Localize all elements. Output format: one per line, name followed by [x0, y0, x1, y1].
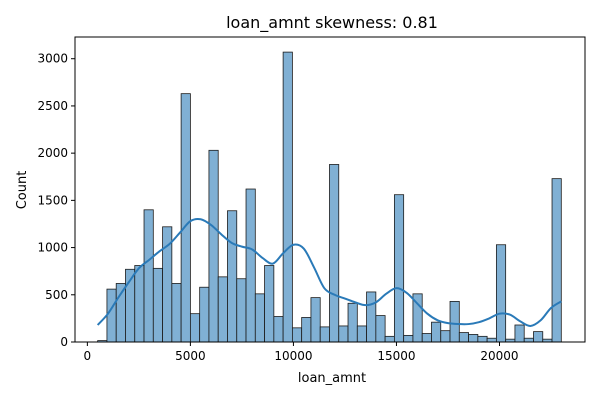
histogram-bar: [301, 317, 312, 343]
histogram-bar: [236, 278, 247, 343]
histogram-bar: [217, 276, 228, 343]
histogram-bar: [273, 316, 284, 343]
histogram-bar: [254, 293, 265, 343]
x-tick-label: 10000: [274, 349, 312, 363]
histogram-bar: [310, 297, 321, 343]
histogram-bar: [152, 267, 163, 343]
histogram-bar: [282, 51, 293, 343]
histogram-bar: [338, 325, 349, 343]
histogram-bar: [319, 326, 330, 343]
histogram-bar: [180, 93, 191, 343]
y-tick-label: 0: [60, 335, 68, 349]
y-tick-label: 1000: [37, 241, 68, 255]
histogram-bar: [440, 330, 451, 343]
x-tick-label: 20000: [480, 349, 518, 363]
histogram-bar: [421, 333, 432, 343]
histogram-bar: [431, 321, 442, 343]
histogram-bar: [514, 324, 525, 343]
histogram-bar: [533, 331, 544, 343]
histogram-bar: [227, 210, 238, 343]
kde-layer: [96, 217, 562, 327]
histogram-bar: [245, 188, 256, 343]
histogram-bar: [208, 149, 219, 343]
histogram-bar: [347, 302, 358, 343]
histogram-bar: [264, 265, 275, 343]
kde-line: [96, 217, 562, 327]
histogram-bar: [551, 178, 562, 343]
histogram-bar: [486, 337, 497, 343]
histogram-bar: [356, 325, 367, 343]
histogram-bar: [375, 315, 386, 343]
histogram-bar: [477, 335, 488, 343]
plot-frame: [74, 36, 586, 343]
histogram-bars: [97, 51, 562, 343]
histogram-bar: [458, 332, 469, 343]
x-axis-ticks: 0 5000 10000 15000 20000: [84, 342, 519, 363]
x-axis-label: loan_amnt: [298, 371, 366, 386]
histogram-bar: [291, 327, 303, 343]
histogram-bar: [329, 164, 340, 343]
y-tick-label: 1500: [37, 193, 68, 207]
histogram-bar: [171, 283, 182, 343]
histogram-bar: [468, 334, 479, 343]
histogram-bar: [403, 334, 414, 343]
y-axis-ticks: 0 500 1000 1500 2000 2500 3000: [37, 52, 75, 349]
y-tick-label: 2500: [37, 99, 68, 113]
histogram-bar: [134, 265, 145, 343]
histogram-bar: [189, 313, 201, 343]
histogram-bar: [449, 300, 460, 343]
histogram-bar: [106, 288, 117, 343]
histogram-bar: [384, 335, 395, 343]
histogram-bar: [495, 244, 507, 343]
histogram-bar: [393, 194, 405, 343]
histogram-bar: [523, 337, 534, 343]
histogram-bar: [199, 286, 210, 343]
y-tick-label: 3000: [37, 52, 68, 66]
chart-title: loan_amnt skewness: 0.81: [226, 13, 438, 33]
y-tick-label: 500: [45, 288, 68, 302]
x-tick-label: 0: [84, 349, 92, 363]
x-tick-label: 5000: [175, 349, 206, 363]
y-tick-label: 2000: [37, 146, 68, 160]
y-axis-label: Count: [15, 171, 30, 210]
histogram-bar: [143, 209, 154, 343]
histogram-bar: [366, 291, 377, 343]
x-tick-label: 15000: [377, 349, 415, 363]
